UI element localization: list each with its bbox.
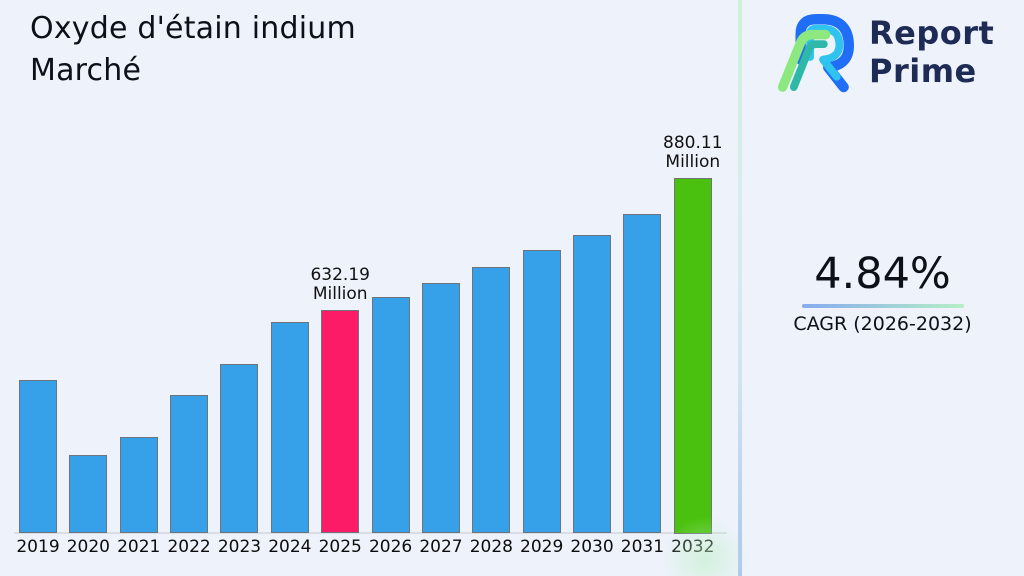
bar-2020 — [69, 454, 108, 534]
bar-2028 — [472, 267, 511, 534]
brand-name: Report Prime — [869, 14, 994, 90]
bar-2023 — [220, 364, 259, 534]
x-tick-label-2022: 2022 — [167, 537, 211, 557]
annotation-line: Million — [312, 283, 368, 304]
bar-2019 — [19, 380, 57, 534]
bar-2030 — [573, 235, 612, 534]
cagr-label: CAGR (2026-2032) — [793, 313, 972, 335]
bar-2024 — [270, 321, 309, 534]
x-tick-label-2031: 2031 — [620, 537, 665, 557]
x-tick-label-2021: 2021 — [117, 537, 161, 557]
annotation-line: 632.19 — [310, 264, 370, 285]
x-axis-line — [14, 532, 727, 534]
bar-2031 — [623, 214, 662, 534]
value-annotation-2025: 632.19 Million — [310, 264, 370, 304]
bar-2022 — [170, 395, 209, 534]
x-tick-label-2027: 2027 — [419, 537, 463, 557]
x-tick-label-2029: 2029 — [520, 537, 564, 557]
annotation-line: Million — [665, 151, 721, 172]
cagr-panel: 4.84% CAGR (2026-2032) — [741, 248, 1024, 335]
bar-2029 — [522, 250, 561, 534]
brand-name-line1: Report — [869, 14, 995, 52]
bar-2027 — [421, 282, 460, 534]
x-tick-label-2020: 2020 — [66, 537, 110, 557]
bar-2021 — [119, 436, 158, 534]
brand-name-line2: Prime — [869, 52, 977, 90]
x-tick-label-2030: 2030 — [570, 537, 614, 557]
annotation-line: 880.11 — [663, 132, 723, 153]
x-tick-label-2023: 2023 — [217, 537, 262, 557]
vertical-divider — [738, 0, 742, 576]
report-prime-logo-icon — [777, 14, 854, 93]
x-tick-label-2024: 2024 — [268, 537, 312, 557]
bar-2025 — [321, 309, 360, 534]
brand-logo: Report Prime — [773, 8, 994, 94]
x-tick-label-2025: 2025 — [318, 537, 362, 557]
page-title: Oxyde d'étain indium Marché — [30, 11, 356, 88]
x-tick-label-2019: 2019 — [16, 537, 60, 557]
bar-2026 — [371, 297, 410, 534]
bar-chart: 632.19 Million 880.11 Million 2019 2020 2021 2… — [14, 132, 727, 557]
bar-2032 — [673, 177, 712, 534]
x-tick-label-2032: 2032 — [671, 537, 715, 557]
cagr-value: 4.84% — [814, 249, 951, 299]
cagr-underline — [801, 304, 964, 308]
x-tick-label-2028: 2028 — [469, 537, 513, 557]
x-tick-label-2026: 2026 — [368, 537, 413, 557]
value-annotation-2032: 880.11 Million — [663, 132, 723, 172]
